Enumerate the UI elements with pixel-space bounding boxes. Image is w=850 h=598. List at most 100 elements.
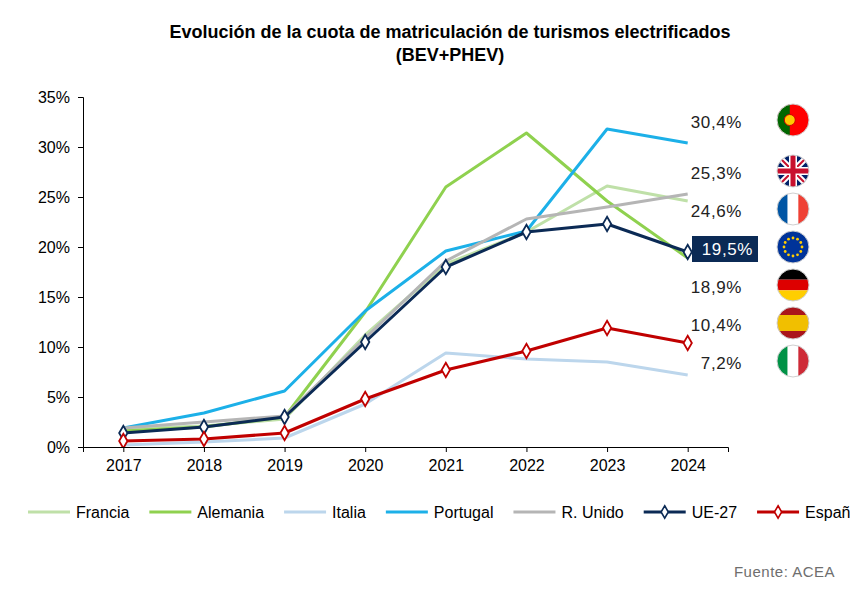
series-line: [123, 194, 687, 428]
y-tick: 0%: [47, 439, 83, 456]
y-tick-mark: [78, 97, 83, 98]
legend-item: UE-27: [644, 504, 737, 521]
legend-swatch: [284, 511, 326, 514]
y-tick: 25%: [38, 189, 83, 206]
x-tick-mark: [285, 447, 286, 452]
y-tick-label: 10%: [38, 339, 70, 356]
series: [119, 321, 692, 447]
flag-icon: [777, 345, 809, 377]
data-label: 7,2%: [701, 354, 742, 373]
y-tick-label: 30%: [38, 139, 70, 156]
series-marker: [119, 434, 127, 447]
legend-item: Italia: [284, 504, 366, 521]
title: Evolución de la cuota de matriculación d…: [169, 22, 730, 65]
x-tick-label: 2024: [670, 457, 706, 474]
x-tick-label: 2018: [187, 457, 223, 474]
x-axis: 20172018201920202021202220232024: [84, 447, 729, 474]
series-marker: [442, 260, 450, 274]
y-tick: 35%: [38, 89, 83, 106]
x-tick: 2024: [670, 447, 706, 474]
series-marker: [603, 217, 611, 231]
y-axis-line: [78, 98, 84, 448]
flag-icon: [777, 307, 809, 339]
legend-label: Francia: [76, 504, 129, 521]
series-marker: [684, 245, 692, 259]
flag-icon: [777, 193, 809, 225]
x-tick-label: 2020: [348, 457, 384, 474]
data-label: 18,9%: [691, 278, 742, 297]
legend-item: R. Unido: [513, 504, 623, 521]
series-marker: [361, 392, 369, 406]
data-label: 10,4%: [691, 316, 742, 335]
y-tick-label: 15%: [38, 289, 70, 306]
x-tick: 2017: [106, 447, 142, 474]
flags: [777, 104, 809, 377]
x-tick-mark: [204, 447, 205, 452]
legend-swatch: [28, 511, 70, 514]
x-tick-mark: [688, 447, 689, 452]
series-marker: [522, 344, 530, 358]
legend-marker: [774, 506, 781, 518]
y-tick: 20%: [38, 239, 83, 256]
legend-swatch: [149, 511, 191, 514]
y-tick-label: 20%: [38, 239, 70, 256]
legend-item: Alemania: [149, 504, 264, 521]
series-marker: [442, 363, 450, 377]
y-tick-label: 25%: [38, 189, 70, 206]
y-tick: 5%: [47, 389, 83, 406]
legend-swatch: [513, 511, 555, 514]
legend-marker: [661, 506, 668, 518]
legend-label: Alemania: [197, 504, 264, 521]
y-tick: 10%: [38, 339, 83, 356]
y-tick: 30%: [38, 139, 83, 156]
chart: Evolución de la cuota de matriculación d…: [0, 0, 850, 598]
x-tick-mark: [365, 447, 366, 452]
x-tick: 2023: [590, 447, 626, 474]
data-label-box: [692, 236, 758, 262]
y-axis: 0% 5% 10% 15% 20% 25% 30% 35%: [38, 89, 84, 456]
y-tick: 15%: [38, 289, 83, 306]
x-tick-label: 2023: [590, 457, 626, 474]
x-tick-mark: [526, 447, 527, 452]
series-line: [123, 353, 687, 445]
x-tick: 2020: [348, 447, 384, 474]
y-tick-label: 35%: [38, 89, 70, 106]
legend-label: Portugal: [434, 504, 494, 521]
data-label: 24,6%: [691, 202, 742, 221]
y-tick-label: 5%: [47, 389, 70, 406]
series: [119, 217, 692, 440]
x-tick-mark: [446, 447, 447, 452]
series-marker: [522, 225, 530, 239]
y-tick-mark: [78, 447, 83, 448]
legend-label: R. Unido: [561, 504, 623, 521]
series-marker: [200, 432, 208, 446]
series-marker: [280, 426, 288, 440]
flag-icon: [777, 104, 809, 136]
series-marker: [280, 410, 288, 424]
x-tick-mark: [123, 447, 124, 452]
series-marker: [603, 321, 611, 335]
legend-label: Italia: [332, 504, 366, 521]
legend: Francia Alemania Italia Portugal R. Unido UE-…: [28, 504, 850, 521]
series: [123, 353, 687, 445]
x-tick-label: 2021: [429, 457, 465, 474]
data-label: 25,3%: [691, 164, 742, 183]
series: [123, 186, 687, 429]
flag-icon: [777, 155, 809, 187]
legend-item: Francia: [28, 504, 129, 521]
series-marker: [361, 335, 369, 349]
x-axis-line: [84, 448, 729, 453]
series-line: [123, 224, 687, 433]
legend-label: UE-27: [692, 504, 737, 521]
legend-item: Portugal: [386, 504, 494, 521]
y-tick-label: 0%: [47, 439, 70, 456]
series: [123, 194, 687, 428]
legend-item: España: [757, 504, 850, 521]
data-labels: 30,4%25,3%24,6%19,5%18,9%10,4%7,2%: [691, 113, 758, 373]
data-label: 19,5%: [702, 240, 753, 259]
y-tick-mark: [78, 197, 83, 198]
plot-area: [119, 129, 692, 447]
x-tick-label: 2019: [267, 457, 303, 474]
y-tick-mark: [78, 147, 83, 148]
legend-label: España: [805, 504, 850, 521]
